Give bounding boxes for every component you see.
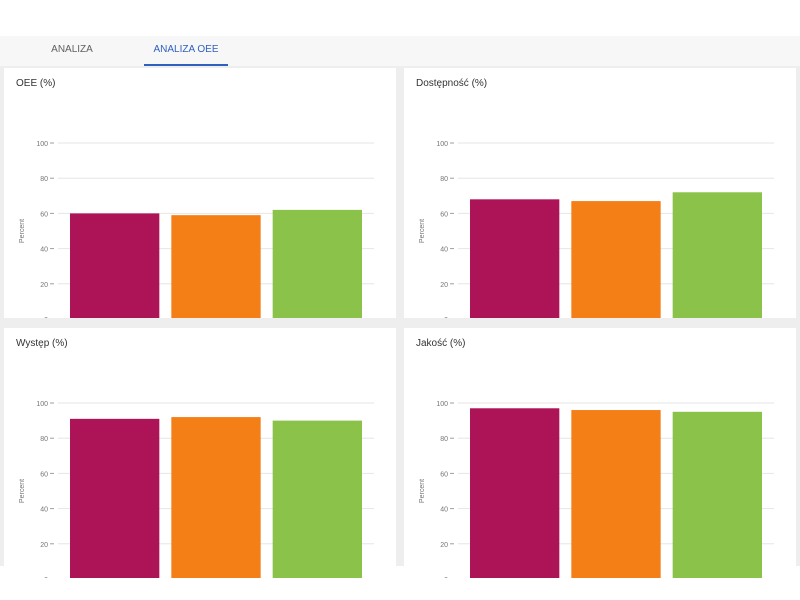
bar-2[interactable]: [171, 215, 261, 318]
chart-panel-wystep: Występ (%) 0 20 40 60 80 100 Percent: [4, 328, 396, 578]
bar-1[interactable]: [70, 418, 160, 578]
y-tick-label: 20: [440, 282, 448, 289]
y-tick-label: 40: [40, 507, 48, 514]
bar-2[interactable]: [571, 201, 661, 318]
y-tick-label: 0: [444, 317, 448, 318]
y-tick-label: 80: [40, 176, 48, 183]
tab-analiza-oee[interactable]: ANALIZA OEE: [144, 36, 228, 66]
bar-3[interactable]: [672, 192, 762, 318]
tab-bar: ANALIZA WYKORZYSTANIA ANALIZA OEE: [0, 36, 800, 83]
y-tick-label: 20: [440, 542, 448, 549]
bar-1[interactable]: [470, 408, 560, 578]
tab-analiza-wykorzystania[interactable]: ANALIZA WYKORZYSTANIA: [29, 44, 115, 83]
bar-chart-jakosc: 0 20 40 60 80 100 Percent: [419, 401, 774, 578]
bar-1[interactable]: [470, 199, 560, 318]
bar-2[interactable]: [571, 410, 661, 578]
y-tick-label: 100: [436, 141, 448, 148]
bar-chart-wystep: 0 20 40 60 80 100 Percent: [19, 401, 374, 578]
y-tick-label: 80: [440, 436, 448, 443]
y-tick-label: 20: [40, 542, 48, 549]
y-tick-label: 100: [36, 141, 48, 148]
y-axis-label: Percent: [419, 219, 426, 243]
y-tick-label: 80: [440, 176, 448, 183]
y-tick-label: 40: [440, 507, 448, 514]
chart-title: Występ (%): [16, 338, 68, 349]
bar-3[interactable]: [672, 411, 762, 578]
y-axis-label: Percent: [19, 479, 26, 503]
chart-panel-oee: OEE (%) 0 20 40 60 80 100 Percent: [4, 68, 396, 318]
chart-panel-jakosc: Jakość (%) 0 20 40 60 80 100 Percent: [404, 328, 796, 578]
chart-title: Jakość (%): [416, 338, 466, 349]
y-tick-label: 40: [40, 247, 48, 254]
bar-3[interactable]: [272, 420, 362, 578]
y-tick-label: 100: [436, 401, 448, 408]
y-tick-label: 60: [440, 471, 448, 478]
chart-title: OEE (%): [16, 78, 56, 89]
y-axis-label: Percent: [19, 219, 26, 243]
bar-3[interactable]: [272, 209, 362, 318]
y-tick-label: 0: [44, 577, 48, 578]
y-tick-label: 20: [40, 282, 48, 289]
y-tick-label: 0: [444, 577, 448, 578]
chart-title: Dostępność (%): [416, 78, 488, 89]
bar-chart-dostepnosc: 0 20 40 60 80 100 Percent: [419, 141, 774, 318]
app: ANALIZA WYKORZYSTANIA ANALIZA OEE OEE (%…: [0, 36, 800, 578]
bar-2[interactable]: [171, 417, 261, 578]
y-tick-label: 60: [440, 211, 448, 218]
y-tick-label: 60: [40, 211, 48, 218]
bar-1[interactable]: [70, 213, 160, 318]
y-tick-label: 60: [40, 471, 48, 478]
y-tick-label: 40: [440, 247, 448, 254]
y-axis-label: Percent: [419, 479, 426, 503]
y-tick-label: 0: [44, 317, 48, 318]
y-tick-label: 100: [36, 401, 48, 408]
y-tick-label: 80: [40, 436, 48, 443]
chart-panel-dostepnosc: Dostępność (%) 0 20 40 60 80 100 Percent: [404, 68, 796, 318]
bar-chart-oee: 0 20 40 60 80 100 Percent: [19, 141, 374, 318]
